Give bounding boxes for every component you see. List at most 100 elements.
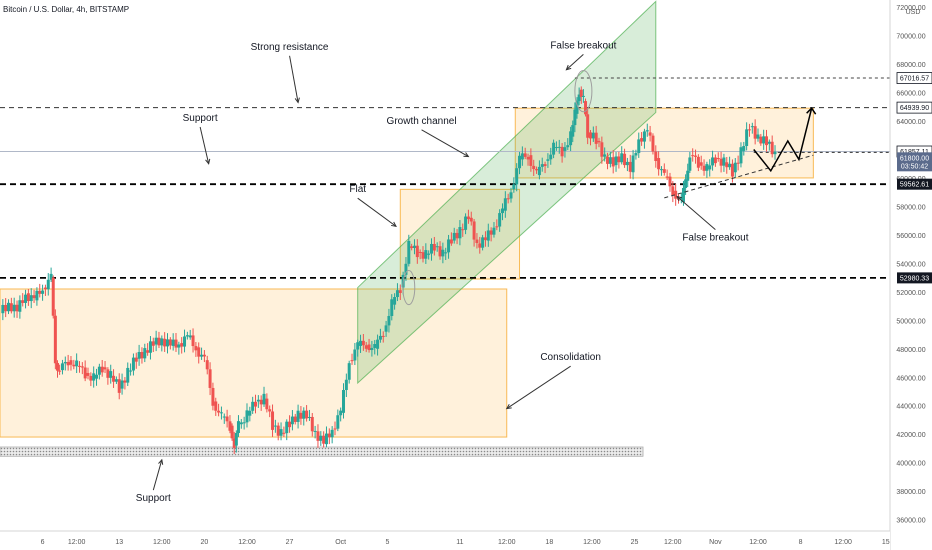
candle-body-238 <box>665 176 669 178</box>
candle-body-218 <box>608 157 612 164</box>
currency-label: USD <box>906 9 921 16</box>
y-tick-label-16: 68000.00 <box>896 62 925 69</box>
price-label-box-5[interactable] <box>897 272 932 284</box>
candle-body-194 <box>546 159 550 161</box>
annotation-arrow-0 <box>289 55 299 103</box>
price-label-box-4[interactable] <box>897 178 932 190</box>
candle-body-42 <box>117 379 121 393</box>
consolidation-zone[interactable] <box>0 288 508 438</box>
candle-body-138 <box>387 315 391 326</box>
candle-body-215 <box>600 142 604 157</box>
candle-body-75 <box>211 387 215 406</box>
annotation-arrowhead-1 <box>565 64 572 71</box>
candle-body-170 <box>478 243 482 248</box>
candle-body-70 <box>197 347 201 357</box>
candle-body-189 <box>532 165 536 170</box>
candle-body-35 <box>97 366 101 375</box>
candle-body-67 <box>188 335 192 338</box>
x-tick-label-9: 11 <box>456 539 463 546</box>
price-label-box-0[interactable] <box>896 72 932 84</box>
candle-body-25 <box>69 360 73 365</box>
support-band[interactable] <box>0 446 644 457</box>
candle-body-244 <box>681 188 685 203</box>
candle-body-197 <box>554 147 558 149</box>
candle-body-23 <box>63 361 67 364</box>
price-label-1: 64939.90 <box>900 105 929 112</box>
x-tick-label-8: 5 <box>386 539 390 546</box>
candle-body-38 <box>106 369 110 378</box>
y-tick-label-5: 46000.00 <box>896 375 925 382</box>
candle-body-150 <box>421 252 425 259</box>
candle-body-154 <box>432 243 436 251</box>
candle-body-268 <box>747 129 751 131</box>
candle-body-207 <box>579 89 583 97</box>
candle-body-126 <box>353 349 357 361</box>
candle-body-164 <box>461 229 465 231</box>
candle-body-232 <box>648 132 652 136</box>
candle-body-239 <box>668 176 672 187</box>
highlight-ellipse-1[interactable] <box>574 69 593 113</box>
candle-body-151 <box>424 250 428 259</box>
candle-body-176 <box>495 226 499 228</box>
price-label-box-3[interactable] <box>897 152 932 172</box>
candle-body-136 <box>381 335 385 337</box>
candle-body-104 <box>290 416 294 425</box>
candle-body-57 <box>160 338 164 346</box>
plot-background <box>0 0 890 550</box>
candle-body-264 <box>736 162 740 164</box>
projection-path[interactable] <box>753 108 813 173</box>
candle-body-181 <box>509 192 513 199</box>
candle-body-105 <box>293 416 297 422</box>
candle-body-133 <box>373 344 377 348</box>
candle-body-8 <box>24 294 28 303</box>
candle-body-171 <box>481 237 485 248</box>
candle-body-257 <box>716 158 720 160</box>
candle-body-255 <box>711 157 715 166</box>
y-tick-label-17: 70000.00 <box>896 34 925 41</box>
candle-body-65 <box>183 336 187 347</box>
candle-body-101 <box>282 432 286 434</box>
annotation-label-6: Consolidation <box>540 352 601 363</box>
candle-body-140 <box>393 297 397 305</box>
highlight-ellipse-0[interactable] <box>402 269 416 306</box>
candle-body-128 <box>359 340 363 346</box>
candle-body-250 <box>696 156 700 168</box>
candle-body-240 <box>671 186 675 196</box>
candle-body-168 <box>472 221 476 240</box>
candle-body-252 <box>702 165 706 171</box>
candle-body-121 <box>339 410 343 416</box>
candle-body-277 <box>773 151 777 155</box>
candle-body-273 <box>762 136 766 144</box>
price-label-5: 52980.33 <box>900 275 929 282</box>
candle-body-78 <box>219 412 223 414</box>
annotation-arrowhead-6 <box>505 404 512 410</box>
annotation-label-4: Flat <box>349 184 366 195</box>
candle-body-68 <box>191 335 195 347</box>
x-tick-label-14: 12:00 <box>664 539 682 546</box>
candle-body-33 <box>92 373 96 381</box>
candle-body-185 <box>520 153 524 160</box>
candle-body-231 <box>645 130 649 132</box>
candle-body-49 <box>137 352 141 359</box>
candle-body-18 <box>51 277 55 316</box>
candle-body-209 <box>584 101 588 115</box>
price-label-box-1[interactable] <box>896 101 932 114</box>
candle-body-254 <box>708 165 712 170</box>
breakout-trend-line[interactable] <box>664 154 814 199</box>
candle-body-96 <box>268 409 272 412</box>
candle-body-226 <box>631 155 635 173</box>
y-tick-label-0: 36000.00 <box>896 518 925 525</box>
y-tick-label-11: 58000.00 <box>896 204 925 211</box>
y-tick-label-15: 66000.00 <box>896 91 925 98</box>
candle-body-24 <box>66 361 70 366</box>
time-axis[interactable] <box>0 531 890 550</box>
candle-body-198 <box>557 146 561 148</box>
candle-body-173 <box>486 230 490 241</box>
candle-body-274 <box>765 136 769 146</box>
y-tick-label-8: 52000.00 <box>896 290 925 297</box>
candle-body-259 <box>722 157 726 166</box>
y-tick-label-2: 40000.00 <box>896 461 925 468</box>
candle-body-109 <box>305 410 309 419</box>
candle-body-111 <box>310 416 314 432</box>
